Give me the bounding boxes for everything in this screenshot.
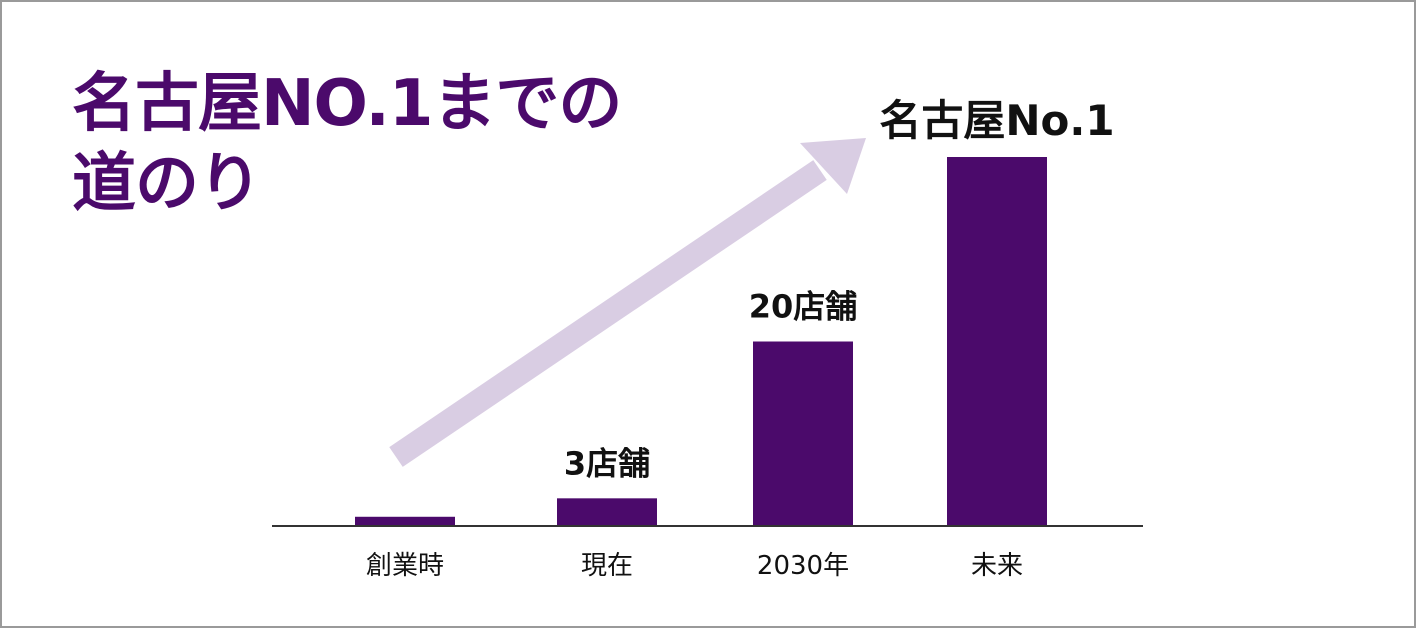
chart-title-line-2: 道のり bbox=[72, 147, 262, 221]
data-label-3: 20店舗 bbox=[749, 288, 858, 326]
bar-3 bbox=[753, 341, 853, 526]
x-axis-tick-labels: 創業時 現在 2030年 未来 bbox=[366, 551, 1023, 581]
bar-4 bbox=[947, 157, 1047, 526]
bar-1 bbox=[355, 516, 455, 526]
trend-arrow bbox=[389, 138, 866, 467]
data-labels: 3店舗 20店舗 名古屋No.1 bbox=[564, 96, 1115, 482]
data-label-2: 3店舗 bbox=[564, 444, 650, 482]
x-tick-label-4: 未来 bbox=[971, 551, 1023, 581]
chart-title: 名古屋NO.1までの 道のり bbox=[72, 64, 622, 224]
chart-title-line-1: 名古屋NO.1までの bbox=[72, 67, 622, 141]
bars bbox=[355, 157, 1047, 526]
x-tick-label-2: 現在 bbox=[581, 551, 633, 581]
bar-2 bbox=[557, 498, 657, 526]
x-tick-label-1: 創業時 bbox=[366, 551, 444, 581]
data-label-4: 名古屋No.1 bbox=[879, 96, 1114, 145]
trend-arrow-shaft bbox=[389, 160, 827, 467]
x-tick-label-3: 2030年 bbox=[757, 551, 849, 581]
trend-arrow-head bbox=[800, 138, 866, 194]
